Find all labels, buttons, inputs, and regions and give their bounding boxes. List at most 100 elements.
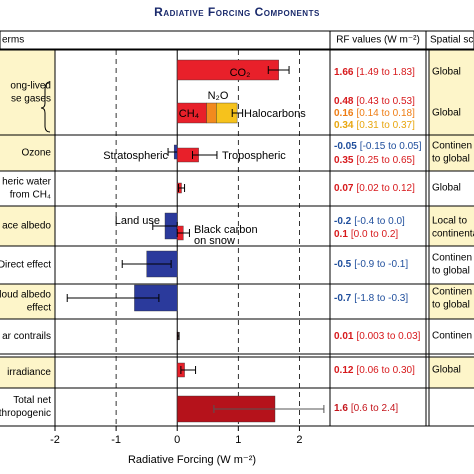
value-text: -0.2 [-0.4 to 0.0] — [334, 216, 405, 227]
scale-label: Continen — [432, 331, 472, 342]
error-bar — [192, 151, 218, 159]
value-number: 0.07 — [334, 183, 354, 194]
term-label: irradiance — [7, 367, 51, 378]
error-bar — [213, 405, 325, 413]
x-tick-label: 0 — [174, 434, 180, 446]
bar-label: Black carbon — [194, 224, 258, 236]
value-number: 0.34 — [334, 120, 354, 131]
bar — [206, 102, 217, 124]
scale-label: to global — [432, 154, 470, 165]
scale-label: Continen — [432, 141, 472, 152]
value-text: 0.07 [0.02 to 0.12] — [334, 183, 415, 194]
error-bar — [176, 332, 180, 340]
term-label: heric water — [2, 177, 52, 188]
value-range: [0.6 to 2.4] — [351, 403, 398, 414]
x-tick-label: -1 — [111, 434, 121, 446]
value-range: [0.43 to 0.53] — [356, 96, 415, 107]
scale-label: Global — [432, 183, 461, 194]
value-range: [-0.15 to 0.05] — [360, 141, 422, 152]
value-text: 0.1 [0.0 to 0.2] — [334, 229, 398, 240]
row-shade — [429, 357, 474, 388]
value-number: 0.48 — [334, 96, 354, 107]
term-label: from CH₄ — [10, 190, 51, 201]
scale-label: Local to — [432, 216, 467, 227]
value-range: [0.14 to 0.18] — [356, 108, 415, 119]
bar-label: Land use — [115, 215, 160, 227]
value-text: 0.35 [0.25 to 0.65] — [334, 155, 415, 166]
term-label: ong-lived — [10, 81, 51, 92]
header-values: RF values (W m⁻²) — [336, 35, 420, 46]
value-range: [-1.8 to -0.3] — [354, 293, 408, 304]
bar-label: Stratospheric — [103, 150, 168, 162]
value-number: 0.12 — [334, 365, 354, 376]
row-shade — [0, 357, 55, 388]
scale-label: to global — [432, 300, 470, 311]
header-terms: erms — [2, 35, 24, 46]
backgrounds — [0, 49, 474, 427]
error-bar — [231, 109, 244, 117]
x-axis-label: Radiative Forcing (W m⁻²) — [128, 454, 256, 466]
scale-label: to global — [432, 266, 470, 277]
x-tick-label: -2 — [50, 434, 60, 446]
error-bar — [177, 184, 186, 192]
term-label: effect — [27, 303, 51, 314]
value-text: -0.5 [-0.9 to -0.1] — [334, 259, 408, 270]
row-shade — [0, 206, 55, 246]
header-scale: Spatial sc — [430, 35, 473, 46]
row-shade — [429, 206, 474, 246]
row-shade — [429, 50, 474, 135]
term-label: ar contrails — [2, 331, 51, 342]
term-label: loud albedo — [0, 290, 51, 301]
chart-title: Radiative Forcing Components — [154, 5, 320, 19]
term-label: anthropogenic — [0, 408, 51, 419]
value-range: [0.31 to 0.37] — [356, 120, 415, 131]
scale-label: Continen — [432, 253, 472, 264]
value-text: 1.66 [1.49 to 1.83] — [334, 67, 415, 78]
value-number: 0.35 — [334, 155, 354, 166]
x-tick-label: 2 — [296, 434, 302, 446]
value-range: [0.25 to 0.65] — [356, 155, 415, 166]
bar-label: N₂O — [208, 90, 229, 102]
value-text: 0.34 [0.31 to 0.37] — [334, 120, 415, 131]
row-shade — [0, 284, 55, 319]
row-shade — [429, 284, 474, 319]
value-range: [1.49 to 1.83] — [356, 67, 415, 78]
value-range: [0.06 to 0.30] — [356, 365, 415, 376]
row-shade — [0, 50, 55, 135]
value-range: [0.003 to 0.03] — [356, 331, 420, 342]
header-box — [0, 30, 474, 50]
value-number: -0.5 — [334, 259, 352, 270]
term-label: Direct effect — [0, 260, 51, 271]
value-text: -0.05 [-0.15 to 0.05] — [334, 141, 422, 152]
value-number: 0.1 — [334, 229, 348, 240]
scale-label: continental — [432, 229, 474, 240]
term-label: ace albedo — [2, 221, 51, 232]
error-bar — [121, 260, 172, 268]
value-number: -0.7 — [334, 293, 352, 304]
value-text: 0.16 [0.14 to 0.18] — [334, 108, 415, 119]
value-range: [0.0 to 0.2] — [351, 229, 398, 240]
term-label: Ozone — [22, 148, 52, 159]
value-range: [0.02 to 0.12] — [356, 183, 415, 194]
error-bar — [66, 294, 160, 302]
bar-label: CH₄ — [179, 108, 200, 120]
value-number: 1.6 — [334, 403, 348, 414]
bar-label: Halocarbons — [244, 108, 306, 120]
row-shade — [0, 135, 55, 171]
scale-label: Global — [432, 67, 461, 78]
value-number: -0.2 — [334, 216, 352, 227]
bar-label: on snow — [194, 235, 235, 247]
value-number: 0.16 — [334, 108, 354, 119]
value-number: -0.05 — [334, 141, 357, 152]
x-tick-label: 1 — [235, 434, 241, 446]
brace — [40, 81, 51, 133]
value-text: 1.6 [0.6 to 2.4] — [334, 403, 398, 414]
value-number: 0.01 — [334, 331, 354, 342]
plot: -2 -1 0 1 2 ong-lived se gases Global Global CO₂ 1… — [0, 50, 474, 446]
value-text: 0.48 [0.43 to 0.53] — [334, 96, 415, 107]
error-bar — [267, 66, 290, 74]
value-range: [-0.9 to -0.1] — [354, 259, 408, 270]
scale-label: Continen — [432, 287, 472, 298]
term-label: se gases — [11, 94, 51, 105]
